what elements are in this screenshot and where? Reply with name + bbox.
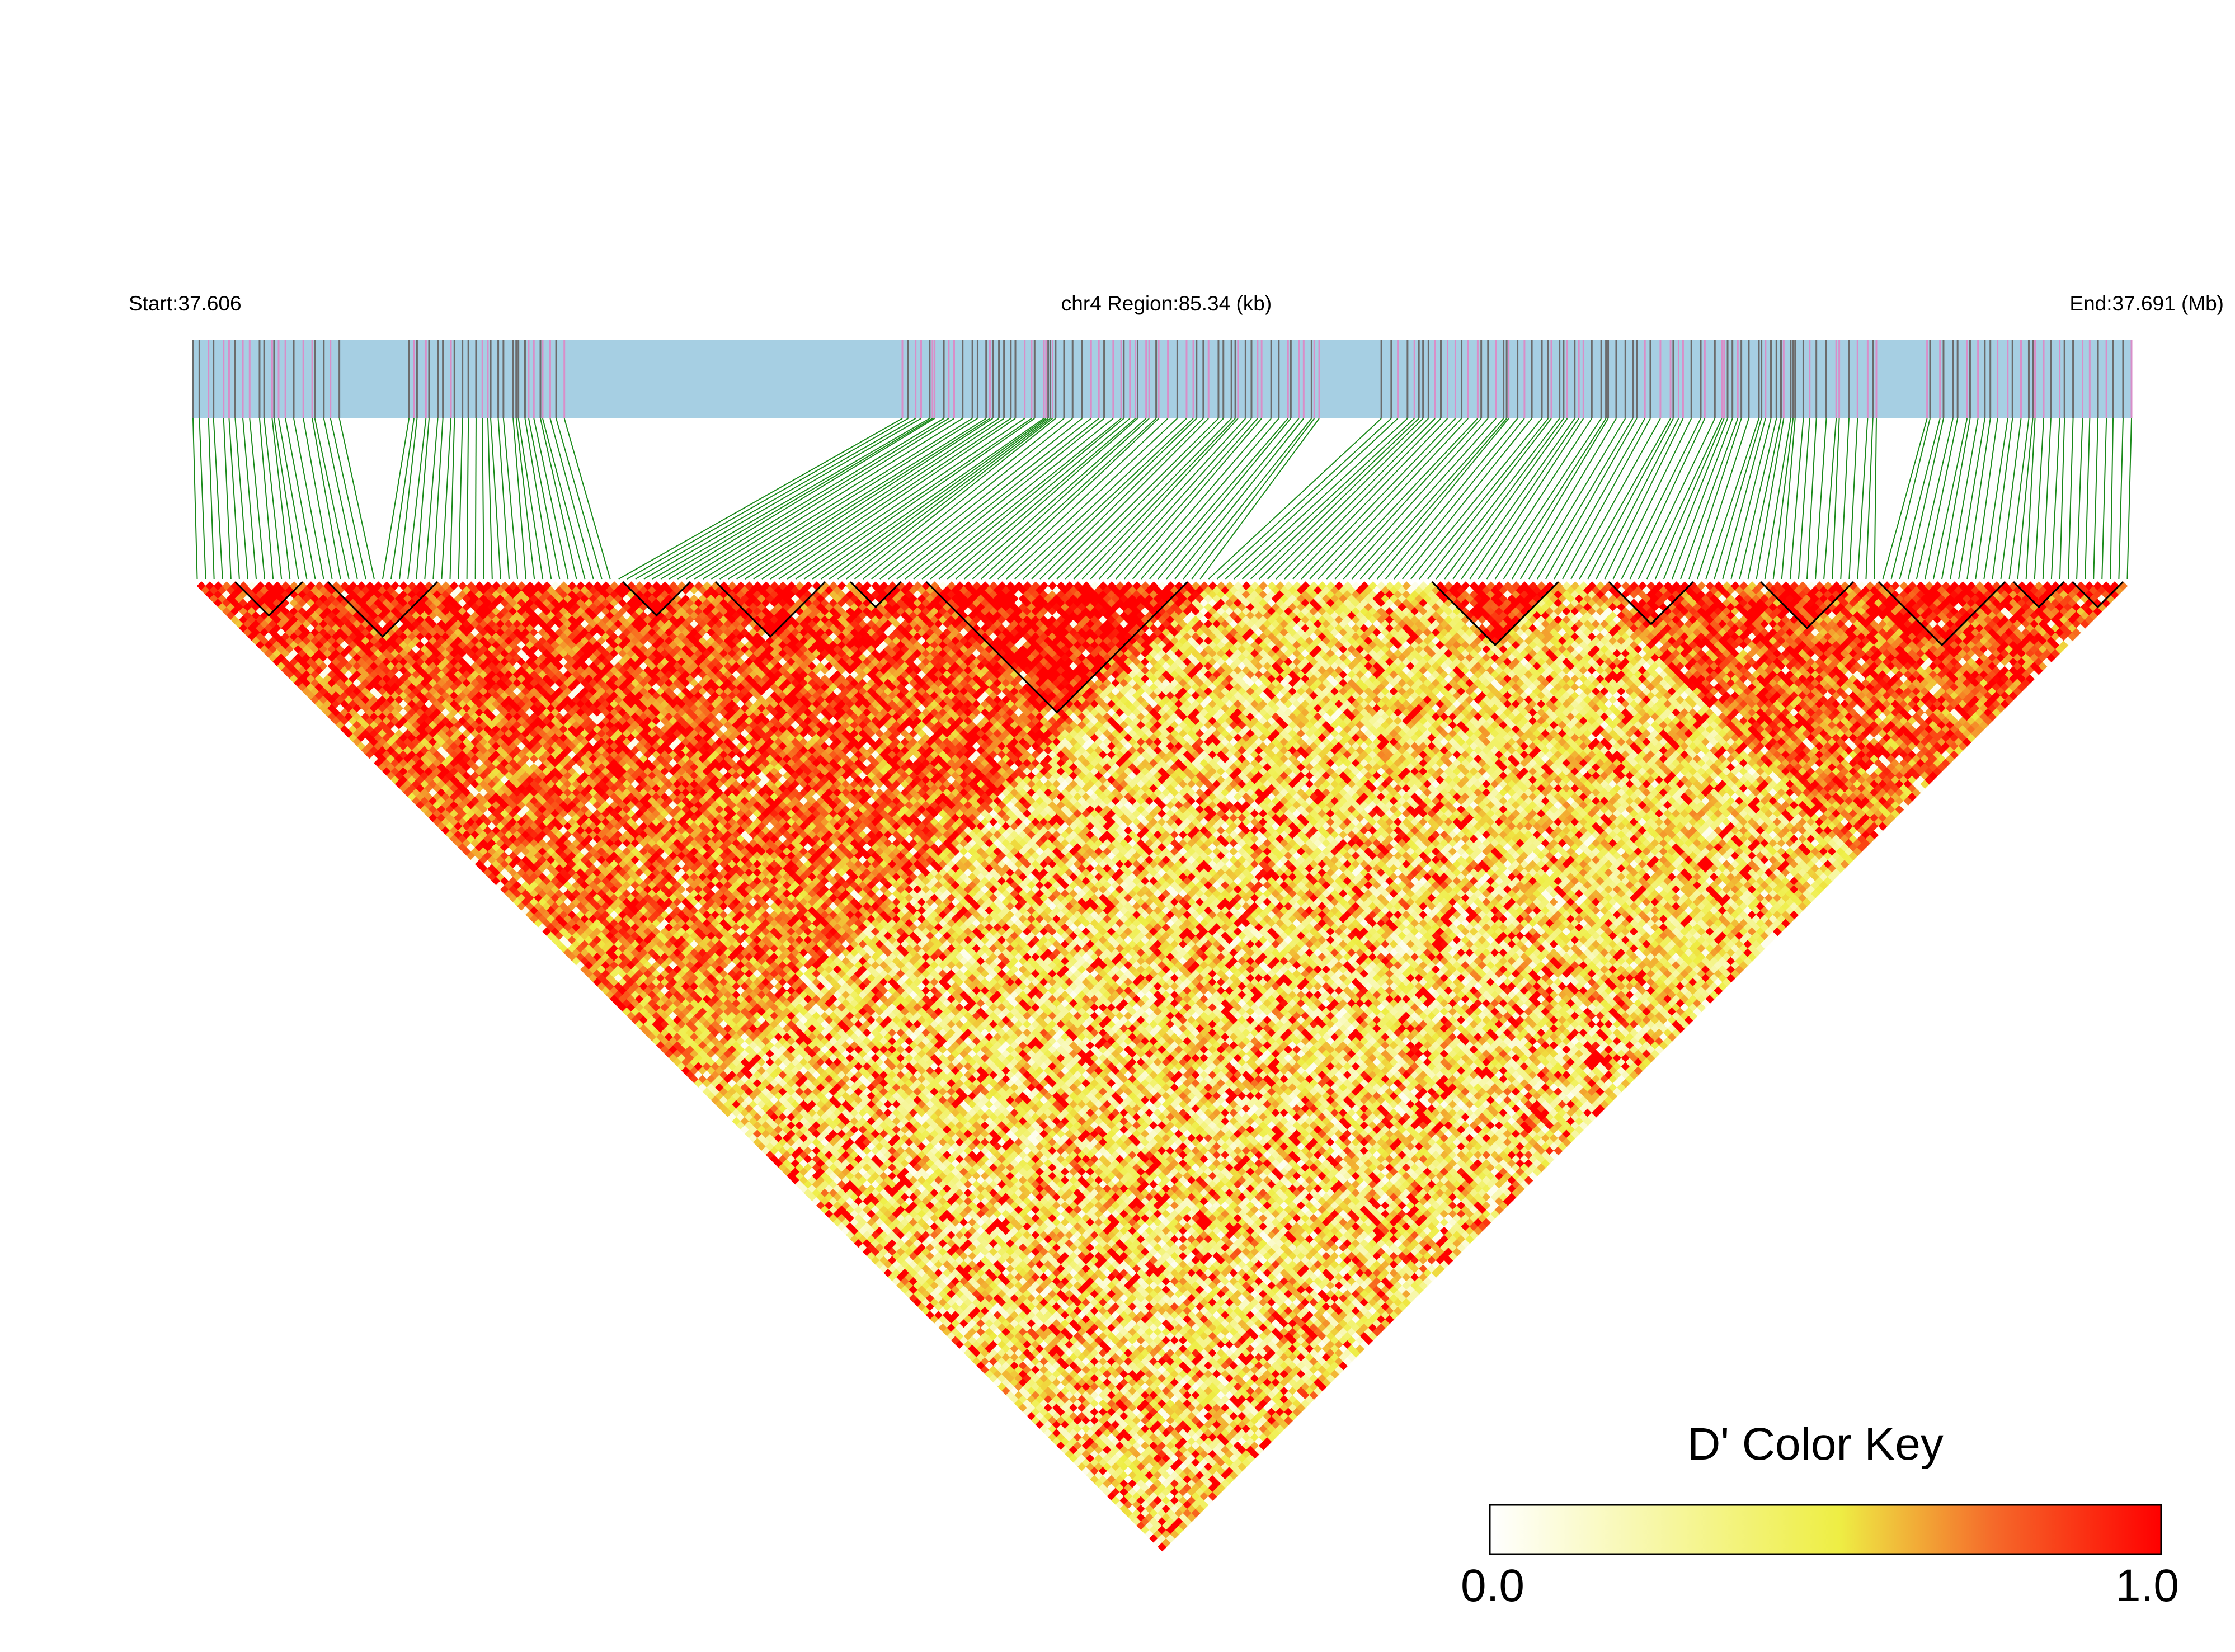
ld-cell — [264, 648, 274, 658]
ld-cell — [234, 619, 244, 629]
ld-cell — [226, 610, 236, 620]
ld-cell — [285, 670, 295, 680]
ld-cell — [323, 708, 333, 717]
ld-cell — [272, 657, 282, 667]
ld-cell — [517, 901, 526, 911]
ld-cell — [196, 581, 206, 591]
ld-cell — [205, 590, 215, 599]
ld-cell — [239, 623, 248, 633]
start-position-label: Start:37.606 — [129, 292, 242, 316]
ld-cell — [458, 843, 468, 852]
ld-cell — [449, 834, 459, 844]
ld-heatmap-cells — [196, 581, 2128, 1552]
ld-cell — [420, 804, 430, 815]
ld-cell — [411, 796, 421, 806]
ld-cell — [352, 737, 363, 747]
end-position-label: End:37.691 (Mb) — [2069, 292, 2224, 316]
ld-cell — [361, 745, 371, 755]
ld-cell — [390, 775, 400, 785]
ld-cell — [382, 766, 392, 776]
ld-cell — [268, 653, 278, 662]
region-label: chr4 Region:85.34 (kb) — [1061, 292, 1272, 316]
ld-cell — [256, 640, 265, 650]
ld-cell — [479, 863, 489, 873]
ld-cell — [293, 678, 303, 688]
ld-cell — [218, 602, 228, 612]
ld-cell — [314, 699, 324, 709]
ld-cell — [509, 893, 518, 903]
ld-cell — [487, 872, 497, 882]
